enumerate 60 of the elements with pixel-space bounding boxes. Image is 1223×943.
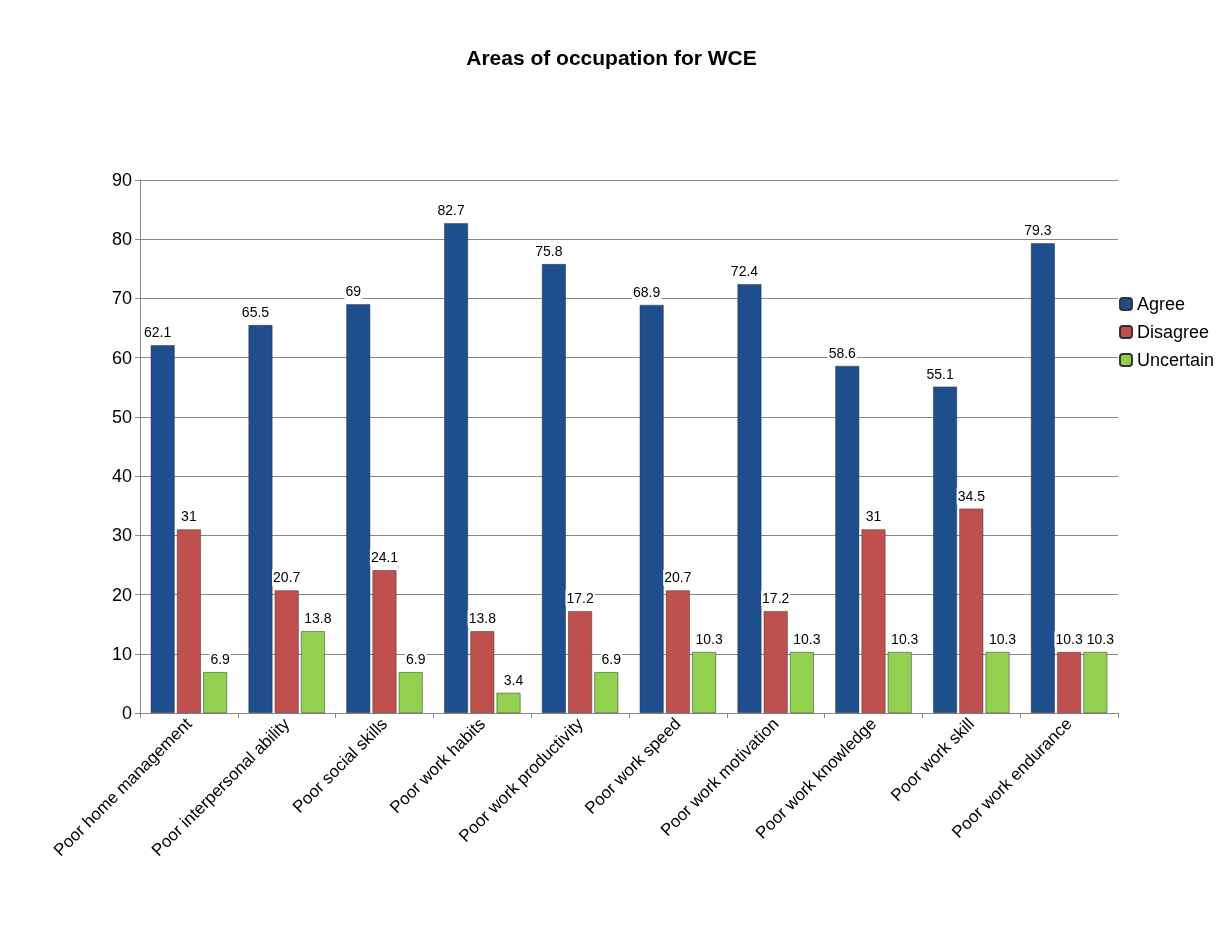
bar [150, 345, 175, 713]
bar [541, 264, 566, 713]
bar [933, 386, 957, 713]
legend-label: Agree [1136, 294, 1186, 314]
y-tick-label: 80 [111, 229, 132, 250]
data-label: 10.3 [891, 631, 919, 647]
y-tick-label: 50 [111, 406, 132, 427]
bar [692, 652, 717, 713]
bar [639, 304, 664, 713]
y-tick-label: 30 [111, 525, 132, 546]
data-label: 24.1 [370, 549, 399, 566]
bar [665, 590, 690, 713]
data-label: 79.3 [1024, 222, 1052, 239]
chart-title: Areas of occupation for WCE [466, 46, 757, 69]
data-label: 17.2 [762, 590, 790, 607]
bar [176, 529, 201, 713]
y-tick-label: 60 [111, 347, 132, 368]
bar [1083, 652, 1108, 713]
data-label: 65.5 [241, 304, 270, 321]
data-label: 69 [345, 283, 362, 300]
y-tick-label: 0 [121, 703, 132, 723]
data-label: 13.8 [304, 610, 332, 627]
data-label: 72.4 [730, 263, 759, 280]
data-label: 10.3 [1086, 631, 1115, 647]
legend-label: Disagree [1136, 322, 1210, 342]
data-label: 31 [865, 508, 882, 525]
y-tick-label: 90 [111, 170, 132, 190]
data-label: 82.7 [437, 202, 465, 219]
bar [203, 672, 228, 713]
data-label: 3.4 [503, 671, 524, 688]
data-label: 10.3 [793, 631, 821, 647]
bar [568, 611, 593, 713]
data-label: 62.1 [144, 324, 172, 341]
data-label: 20.7 [273, 569, 301, 586]
data-label: 10.3 [695, 631, 723, 647]
data-label: 6.9 [601, 651, 622, 668]
data-label: 34.5 [957, 487, 986, 504]
bar [790, 652, 814, 713]
data-label: 31 [181, 508, 197, 525]
data-label: 10.3 [1055, 631, 1083, 647]
data-label: 6.9 [210, 651, 231, 668]
bar [444, 223, 468, 713]
y-tick-label: 70 [111, 288, 132, 309]
data-label: 55.1 [926, 365, 954, 382]
bar [301, 631, 325, 713]
data-label: 10.3 [988, 631, 1017, 647]
bar [1030, 243, 1055, 713]
y-tick-label: 40 [111, 466, 132, 487]
data-label: 75.8 [535, 243, 563, 260]
y-tick-label: 20 [111, 584, 132, 605]
y-tick-label: 10 [111, 643, 132, 664]
bar [1057, 652, 1082, 713]
data-label: 20.7 [664, 569, 692, 586]
data-label: 58.6 [828, 344, 857, 361]
data-label: 6.9 [405, 651, 426, 668]
data-label: 68.9 [633, 283, 661, 300]
data-label: 17.2 [566, 590, 594, 607]
legend-label: Uncertain [1136, 350, 1215, 370]
bar [594, 672, 619, 713]
data-label: 13.8 [468, 610, 497, 627]
